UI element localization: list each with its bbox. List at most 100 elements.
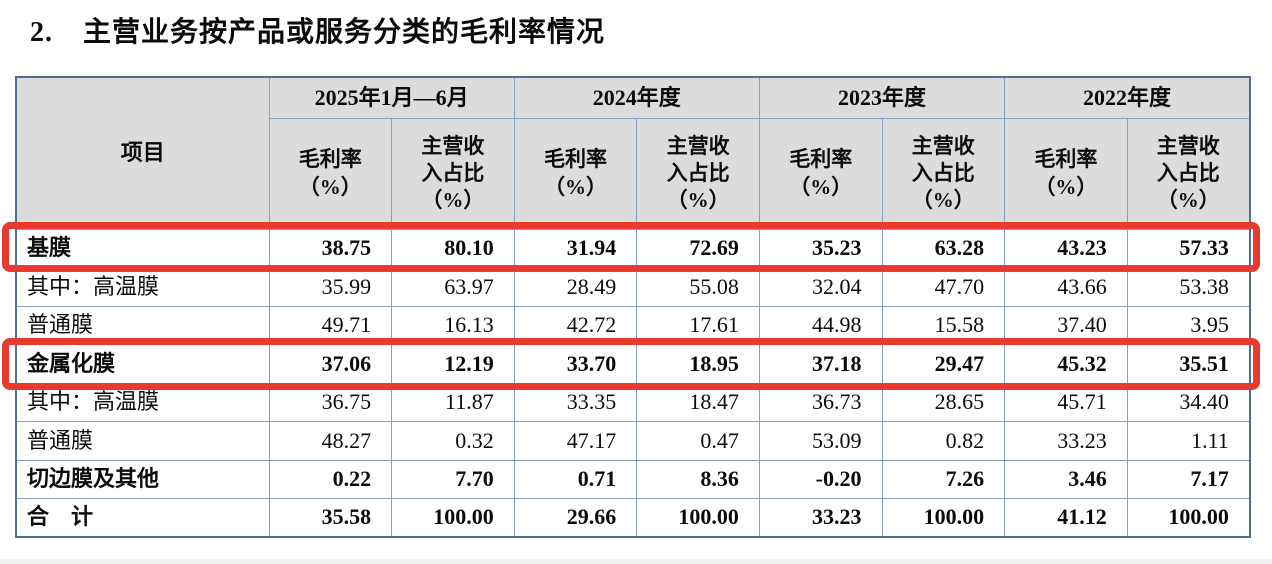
section-number: 2.	[30, 17, 53, 48]
section-title: 2. 主营业务按产品或服务分类的毛利率情况	[30, 10, 605, 50]
table-row-ordinary-film-metallized: 普通膜 48.27 0.32 47.17 0.47 53.09 0.82 33.…	[15, 421, 1251, 461]
cell-value: 35.51	[1126, 344, 1251, 384]
section-title-text: 主营业务按产品或服务分类的毛利率情况	[83, 17, 606, 48]
table-row-metallized-film: 金属化膜 37.06 12.19 33.70 18.95 37.18 29.47…	[15, 344, 1251, 384]
cell-value: 37.40	[1004, 305, 1128, 345]
cell-value: 45.32	[1004, 344, 1128, 384]
cell-value: 43.66	[1004, 267, 1128, 307]
row-label: 合 计	[15, 498, 270, 538]
cell-value: 12.19	[391, 344, 515, 384]
share-header-label: 主营收入占比（%）	[666, 133, 730, 213]
cell-value: 0.22	[268, 459, 393, 499]
cell-value: 36.73	[758, 382, 883, 422]
col-header-margin-2025h1: 毛利率（%）	[268, 117, 393, 230]
cell-value: 43.23	[1004, 228, 1128, 268]
table-row-trimmed-film-other: 切边膜及其他 0.22 7.70 0.71 8.36 -0.20 7.26 3.…	[15, 459, 1251, 499]
row-label: 金属化膜	[15, 344, 270, 384]
cell-value: 35.99	[268, 267, 393, 307]
col-header-share-2025h1: 主营收入占比（%）	[391, 117, 515, 230]
cell-value: 3.46	[1004, 459, 1128, 499]
col-header-share-2023: 主营收入占比（%）	[881, 117, 1006, 230]
row-label: 普通膜	[15, 305, 270, 345]
cell-value: 18.47	[636, 382, 760, 422]
cell-value: 35.23	[758, 228, 883, 268]
cell-value: 15.58	[881, 305, 1006, 345]
cell-value: 29.47	[881, 344, 1006, 384]
cell-value: 80.10	[391, 228, 515, 268]
margin-header-label: 毛利率（%）	[789, 147, 853, 199]
cell-value: 0.82	[881, 421, 1006, 461]
col-header-share-2022: 主营收入占比（%）	[1126, 117, 1251, 230]
cell-value: 41.12	[1004, 498, 1128, 538]
col-header-share-2024: 主营收入占比（%）	[636, 117, 760, 230]
row-label: 其中：高温膜	[15, 267, 270, 307]
cell-value: 45.71	[1004, 382, 1128, 422]
cell-value: 11.87	[391, 382, 515, 422]
cell-value: 100.00	[391, 498, 515, 538]
cell-value: 7.70	[391, 459, 515, 499]
cell-value: 7.17	[1126, 459, 1251, 499]
cell-value: 7.26	[881, 459, 1006, 499]
cell-value: 57.33	[1126, 228, 1251, 268]
row-label: 基膜	[15, 228, 270, 268]
col-header-period-2023: 2023年度	[758, 76, 1006, 119]
cell-value: 33.23	[758, 498, 883, 538]
cell-value: 35.58	[268, 498, 393, 538]
share-header-label: 主营收入占比（%）	[1156, 133, 1220, 213]
col-header-period-2025h1: 2025年1月—6月	[268, 76, 515, 119]
cell-value: 18.95	[636, 344, 760, 384]
col-header-period-2022: 2022年度	[1004, 76, 1251, 119]
cell-value: 53.09	[758, 421, 883, 461]
cell-value: 100.00	[881, 498, 1006, 538]
cell-value: 48.27	[268, 421, 393, 461]
cell-value: 63.97	[391, 267, 515, 307]
cell-value: 33.70	[513, 344, 638, 384]
cell-value: -0.20	[758, 459, 883, 499]
cell-value: 42.72	[513, 305, 638, 345]
cell-value: 1.11	[1126, 421, 1251, 461]
row-label: 其中：高温膜	[15, 382, 270, 422]
table-row-ordinary-film-base: 普通膜 49.71 16.13 42.72 17.61 44.98 15.58 …	[15, 305, 1251, 345]
cell-value: 53.38	[1126, 267, 1251, 307]
cell-value: 8.36	[636, 459, 760, 499]
table-row-base-film: 基膜 38.75 80.10 31.94 72.69 35.23 63.28 4…	[15, 228, 1251, 268]
table-row-high-temp-film-metallized: 其中：高温膜 36.75 11.87 33.35 18.47 36.73 28.…	[15, 382, 1251, 422]
cell-value: 28.49	[513, 267, 638, 307]
cell-value: 49.71	[268, 305, 393, 345]
table-row-total: 合 计 35.58 100.00 29.66 100.00 33.23 100.…	[15, 498, 1251, 538]
margin-header-label: 毛利率（%）	[298, 147, 362, 199]
cell-value: 16.13	[391, 305, 515, 345]
col-header-item: 项目	[15, 76, 270, 230]
margin-header-label: 毛利率（%）	[544, 147, 607, 199]
cell-value: 0.47	[636, 421, 760, 461]
cell-value: 100.00	[1126, 498, 1251, 538]
col-header-margin-2024: 毛利率（%）	[513, 117, 638, 230]
cell-value: 47.70	[881, 267, 1006, 307]
cell-value: 38.75	[268, 228, 393, 268]
cell-value: 3.95	[1126, 305, 1251, 345]
margin-header-label: 毛利率（%）	[1034, 147, 1098, 199]
cell-value: 34.40	[1126, 382, 1251, 422]
row-label: 普通膜	[15, 421, 270, 461]
cell-value: 36.75	[268, 382, 393, 422]
cell-value: 29.66	[513, 498, 638, 538]
cell-value: 63.28	[881, 228, 1006, 268]
col-header-margin-2023: 毛利率（%）	[758, 117, 883, 230]
cell-value: 32.04	[758, 267, 883, 307]
cell-value: 37.06	[268, 344, 393, 384]
share-header-label: 主营收入占比（%）	[421, 133, 485, 213]
share-header-label: 主营收入占比（%）	[911, 133, 975, 213]
cell-value: 33.35	[513, 382, 638, 422]
cell-value: 33.23	[1004, 421, 1128, 461]
gross-margin-table: 项目 2025年1月—6月 2024年度 2023年度 2022年度 毛利率（%…	[15, 76, 1251, 538]
col-header-margin-2022: 毛利率（%）	[1004, 117, 1128, 230]
cell-value: 47.17	[513, 421, 638, 461]
cell-value: 37.18	[758, 344, 883, 384]
row-label: 切边膜及其他	[15, 459, 270, 499]
cell-value: 17.61	[636, 305, 760, 345]
col-header-period-2024: 2024年度	[513, 76, 760, 119]
cell-value: 44.98	[758, 305, 883, 345]
table-row-high-temp-film-base: 其中：高温膜 35.99 63.97 28.49 55.08 32.04 47.…	[15, 267, 1251, 307]
cell-value: 31.94	[513, 228, 638, 268]
cell-value: 0.71	[513, 459, 638, 499]
